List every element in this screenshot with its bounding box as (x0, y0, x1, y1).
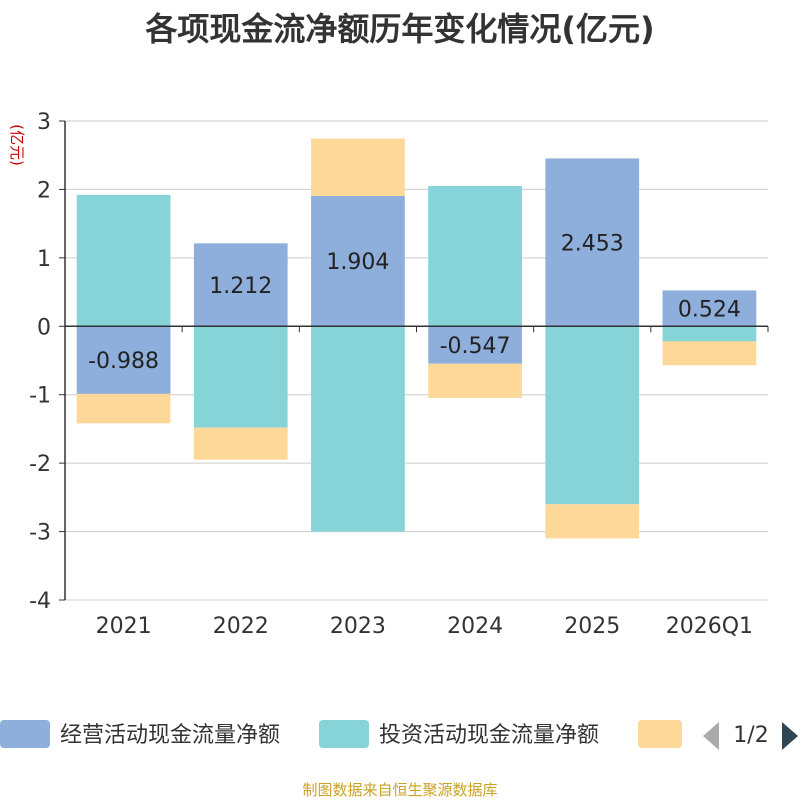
legend: 经营活动现金流量净额 投资活动现金流量净额 1/2 (0, 720, 798, 750)
bar-series-2-2022[interactable] (193, 427, 288, 460)
bar-series-1-2022[interactable] (193, 326, 288, 428)
bar-series-2-2024[interactable] (428, 363, 522, 398)
legend-prev-page-icon[interactable] (703, 722, 719, 750)
legend-label-investing[interactable]: 投资活动现金流量净额 (379, 723, 599, 748)
chart-title: 各项现金流净额历年变化情况(亿元) (145, 10, 655, 48)
y-tick-label: 2 (37, 178, 51, 203)
bar-series-1-2023[interactable] (311, 326, 405, 532)
bar-series-0-2025[interactable] (545, 158, 640, 327)
bars (76, 138, 757, 539)
y-tick-label: 0 (37, 315, 51, 340)
data-labels: -0.988 1.212 1.904 -0.547 2.453 0.524 (88, 231, 741, 374)
bar-series-2-2026Q1[interactable] (662, 341, 757, 366)
data-label-2026Q1: 0.524 (678, 297, 741, 322)
bar-series-0-2026Q1[interactable] (662, 290, 757, 327)
bar-series-0-2021[interactable] (76, 326, 171, 394)
legend-swatch-investing[interactable] (319, 720, 369, 748)
legend-label-operating[interactable]: 经营活动现金流量净额 (60, 723, 280, 748)
data-label-2024: -0.547 (440, 334, 511, 359)
source-note: 制图数据来自恒生聚源数据库 (302, 781, 498, 799)
bar-series-0-2023[interactable] (311, 195, 405, 327)
bar-series-2-2023[interactable] (311, 138, 405, 196)
bar-series-0-2022[interactable] (193, 243, 288, 327)
y-tick-label: -1 (29, 384, 51, 409)
bar-series-2-2021[interactable] (76, 393, 171, 424)
x-tick-label-2023: 2023 (330, 614, 386, 639)
x-tick-label-2022: 2022 (213, 614, 269, 639)
bar-series-0-2024[interactable] (428, 326, 522, 364)
bar-series-1-2021[interactable] (76, 194, 171, 327)
x-tick-label-2021: 2021 (96, 614, 152, 639)
axes: 3 2 1 0 -1 -2 -3 -4 2021 2022 2023 2024 2025 2026Q1 (29, 110, 769, 639)
y-axis-title: (亿元) (8, 124, 26, 166)
y-tick-label: 1 (37, 247, 51, 272)
bar-series-1-2025[interactable] (545, 326, 640, 505)
y-tick-label: -3 (29, 521, 51, 546)
bar-series-1-2026Q1[interactable] (662, 326, 757, 342)
x-tick-label-2025: 2025 (564, 614, 620, 639)
y-tick-label: -4 (29, 589, 51, 614)
x-tick-label-2024: 2024 (447, 614, 503, 639)
y-tick-label: 3 (37, 110, 51, 135)
legend-next-page-icon[interactable] (782, 722, 798, 750)
data-label-2025: 2.453 (561, 231, 624, 256)
legend-swatch-operating[interactable] (0, 720, 50, 748)
data-label-2022: 1.212 (209, 274, 272, 299)
legend-page-indicator: 1/2 (733, 723, 768, 748)
data-label-2021: -0.988 (88, 349, 159, 374)
bar-series-2-2025[interactable] (545, 504, 640, 539)
x-tick-label-2026Q1: 2026Q1 (666, 614, 753, 639)
bar-series-1-2024[interactable] (428, 186, 522, 327)
legend-swatch-financing[interactable] (638, 720, 682, 748)
y-tick-label: -2 (29, 452, 51, 477)
data-label-2023: 1.904 (326, 250, 389, 275)
